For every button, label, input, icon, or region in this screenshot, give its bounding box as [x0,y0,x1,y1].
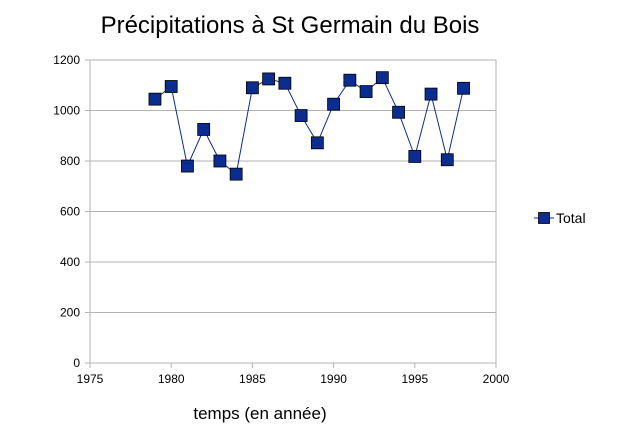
y-tick-label: 800 [60,154,80,168]
x-tick-label: 1975 [77,372,104,386]
legend-label-total: Total [556,210,586,226]
data-point [294,109,308,122]
data-point [181,159,194,173]
data-point [424,87,438,101]
y-tick-label: 200 [60,306,80,320]
data-point [245,81,259,95]
data-point [375,71,389,85]
data-point [440,153,454,167]
data-point [229,167,243,181]
data-point [408,150,422,163]
data-point [278,76,292,90]
y-tick-label: 600 [60,205,80,219]
data-point [392,105,405,119]
y-tick-label: 1000 [53,104,80,118]
x-tick-label: 1990 [320,372,347,386]
data-point [457,81,470,95]
gridlines [90,110,496,313]
y-tick-label: 1200 [53,53,80,67]
data-point [327,97,341,111]
x-tick-label: 1995 [401,372,428,386]
y-tick-label: 400 [60,255,80,269]
data-point [197,123,211,136]
x-tick-label: 1980 [158,372,185,386]
data-point [262,72,276,86]
data-point [343,73,357,87]
series-total [148,71,470,181]
data-point [213,154,227,168]
x-axis: 1975 1980 1985 1990 1995 2000 [77,363,510,386]
x-tick-label: 1985 [239,372,266,386]
chart-title: Précipitations à St Germain du Bois [100,12,480,39]
legend-marker [538,212,550,224]
y-tick-label: 0 [73,356,80,370]
x-tick-label: 2000 [483,372,510,386]
data-point [148,92,162,106]
x-axis-title: temps (en année) [193,404,326,423]
y-axis: 0 200 400 600 800 1000 1200 [53,53,90,370]
legend: Total [534,210,586,226]
data-point [310,136,324,150]
data-point [359,85,373,98]
data-point [164,80,178,93]
